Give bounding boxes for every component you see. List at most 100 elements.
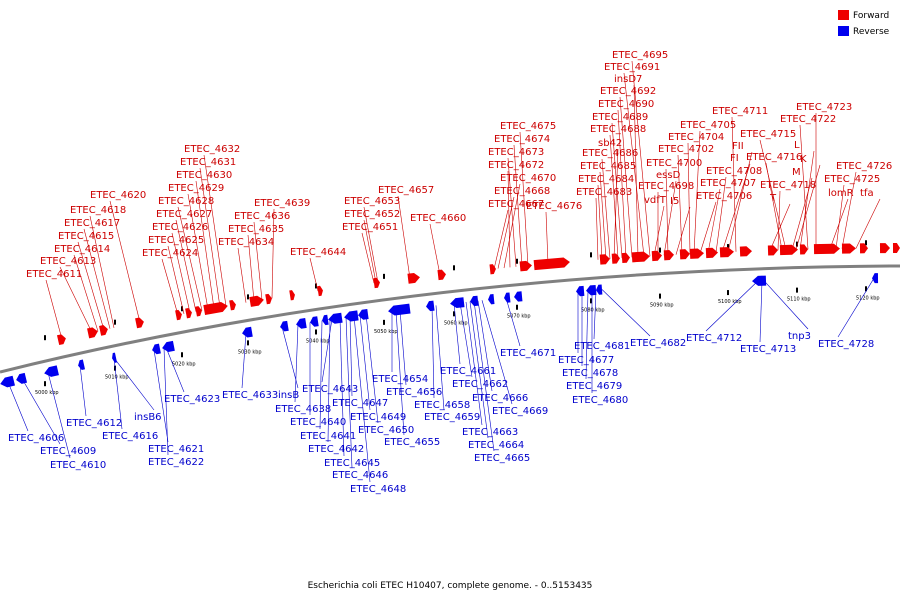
leader-line (513, 144, 523, 267)
leader-line (623, 72, 645, 257)
leader-line (237, 247, 247, 303)
gene-label: ETEC_4658 (414, 400, 470, 411)
gene-label: ETEC_4649 (350, 412, 406, 423)
leader-line (113, 357, 155, 411)
gene-label: ETEC_4675 (500, 121, 556, 132)
leader-line (841, 171, 857, 249)
leader-line (465, 301, 483, 426)
leader-line (353, 315, 371, 483)
tick-mark-upper (727, 244, 729, 250)
leader-line (675, 206, 691, 255)
leader-line (855, 198, 881, 249)
gene-arrow (519, 260, 532, 272)
gene-arrow (249, 295, 264, 307)
gene-arrow (450, 297, 465, 309)
gene-arrow (56, 334, 66, 346)
leader-line (59, 266, 93, 333)
gene-arrow (112, 352, 117, 363)
gene-label: tfa (860, 188, 874, 199)
gene-label: ETEC_4728 (818, 339, 874, 350)
leader-line (687, 142, 691, 254)
tick-layer: 5000 kbp 5010 kbp 5020 kbp 5030 kbp 5040 kbp… (35, 240, 880, 396)
tick-mark-upper (114, 319, 116, 325)
gene-arrow (489, 264, 496, 275)
leader-line (171, 232, 191, 313)
gene-arrow (289, 290, 295, 301)
gene-label: FI (730, 153, 739, 164)
gene-arrow (135, 317, 144, 329)
gene-arrow (596, 284, 603, 295)
tick-mark-upper (796, 241, 798, 247)
gene-label: ETEC_4638 (275, 404, 331, 415)
gene-label: ETEC_4725 (824, 174, 880, 185)
gene-label: ETEC_4723 (796, 102, 852, 113)
leader-line (835, 184, 845, 249)
gene-arrow (310, 316, 319, 327)
leader-line (163, 347, 169, 456)
gene-label: ETEC_4661 (440, 366, 496, 377)
gene-layer (0, 243, 900, 388)
tick-label: 5010 kbp (105, 375, 129, 381)
tick-mark-upper (247, 294, 249, 300)
tick-label: 5110 kbp (787, 297, 811, 303)
gene-label: ETEC_4671 (500, 348, 556, 359)
leader-line (73, 254, 99, 332)
leader-line (631, 60, 651, 257)
gene-arrow (533, 257, 570, 271)
gene-label: ETEC_4623 (164, 394, 220, 405)
gene-arrow (78, 359, 86, 370)
gene-label: ETEC_4631 (180, 157, 236, 168)
gene-arrow (621, 252, 630, 264)
gene-arrow (265, 293, 272, 305)
leader-line (177, 206, 203, 311)
leader-line (79, 365, 87, 417)
gene-arrow (185, 307, 192, 319)
gene-arrow (599, 254, 610, 265)
gene-arrow (631, 251, 650, 263)
gene-label: lomR (828, 188, 854, 199)
tick-mark-lower (659, 293, 661, 299)
leader-line (247, 234, 255, 302)
leader-line (731, 116, 737, 252)
gene-label: ETEC_4616 (102, 431, 158, 442)
gene-label: ETEC_4606 (8, 433, 64, 444)
gene-arrow (611, 253, 620, 264)
gene-arrow (373, 277, 380, 289)
gene-label: ETEC_4653 (344, 196, 400, 207)
gene-label: ETEC_4685 (580, 161, 636, 172)
gene-arrow (470, 295, 479, 307)
gene-arrow (719, 247, 734, 258)
leader-line (113, 357, 123, 430)
gene-label: ETEC_4707 (700, 178, 756, 189)
leader-line (633, 84, 639, 257)
gene-arrow (705, 247, 718, 259)
gene-label: ETEC_4690 (598, 99, 654, 110)
gene-arrow (841, 243, 856, 254)
leader-line (109, 200, 141, 323)
gene-label: ETEC_4612 (66, 418, 122, 429)
gene-label: ETEC_4660 (410, 213, 466, 224)
gene-arrow (407, 272, 420, 284)
gene-label: ETEC_4662 (452, 379, 508, 390)
leader-line (203, 154, 227, 307)
gene-arrow (859, 243, 868, 254)
gene-label: insB6 (134, 412, 162, 423)
leader-line (187, 193, 209, 310)
genome-caption: Escherichia coli ETEC H10407, complete g… (308, 581, 593, 591)
tick-mark-lower (453, 311, 455, 317)
tick-label: 5090 kbp (650, 303, 674, 309)
tick-mark-upper (181, 306, 183, 312)
leader-line (435, 305, 445, 411)
gene-label: ETEC_4657 (378, 185, 434, 196)
gene-label: insD7 (614, 74, 642, 85)
tick-mark-lower (865, 286, 867, 292)
gene-label: ETEC_4684 (578, 174, 634, 185)
gene-label: ETEC_4632 (184, 144, 240, 155)
gene-arrow (799, 244, 808, 255)
gene-label: K (800, 154, 807, 165)
gene-arrow (344, 310, 359, 322)
tick-mark-upper (659, 247, 661, 253)
gene-label: ETEC_4673 (488, 147, 544, 158)
gene-label: ETEC_4629 (168, 183, 224, 194)
gene-label: ETEC_4715 (740, 129, 796, 140)
